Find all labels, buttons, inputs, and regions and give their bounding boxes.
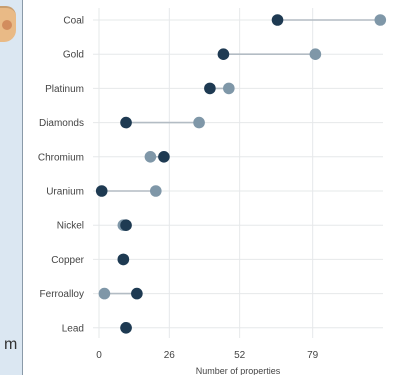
dark-point [204, 82, 216, 95]
dark-point [131, 287, 143, 300]
x-tick-label: 26 [164, 350, 176, 361]
category-label: Ferroalloy [40, 289, 84, 300]
map-marker [2, 20, 12, 30]
category-label: Diamonds [39, 118, 84, 129]
dark-point [120, 322, 132, 334]
dark-point [120, 116, 132, 129]
category-labels: Coal Gold Platinum Diamonds Chromium Uranium N… [38, 16, 85, 335]
category-label: Copper [51, 255, 84, 266]
side-map-panel: m [0, 0, 23, 375]
connector-lines [101, 19, 381, 295]
x-tick-label: 52 [234, 350, 246, 361]
light-point [98, 287, 111, 300]
category-label: Lead [62, 323, 84, 334]
light-point [223, 82, 235, 95]
dark-point [217, 48, 230, 60]
x-tick-label: 0 [96, 350, 102, 361]
light-point [193, 116, 205, 129]
dark-point [120, 219, 132, 231]
category-label: Nickel [57, 221, 84, 232]
data-points [95, 14, 387, 334]
dark-point [117, 253, 130, 266]
x-tick-label: 79 [307, 350, 319, 361]
category-label: Coal [63, 16, 84, 27]
category-label: Gold [63, 50, 84, 61]
light-point [150, 185, 162, 197]
light-point [309, 48, 322, 60]
category-label: Chromium [38, 152, 84, 163]
dark-point [95, 185, 108, 197]
dark-point [271, 14, 284, 26]
x-tick-labels: 0 26 52 79 [96, 350, 318, 361]
category-label: Platinum [45, 84, 84, 95]
light-point [374, 14, 387, 26]
light-point [144, 151, 157, 163]
side-panel-text: m [4, 336, 18, 353]
x-axis-label: Number of properties [196, 366, 281, 375]
category-label: Uranium [46, 187, 84, 198]
dark-point [158, 151, 170, 163]
